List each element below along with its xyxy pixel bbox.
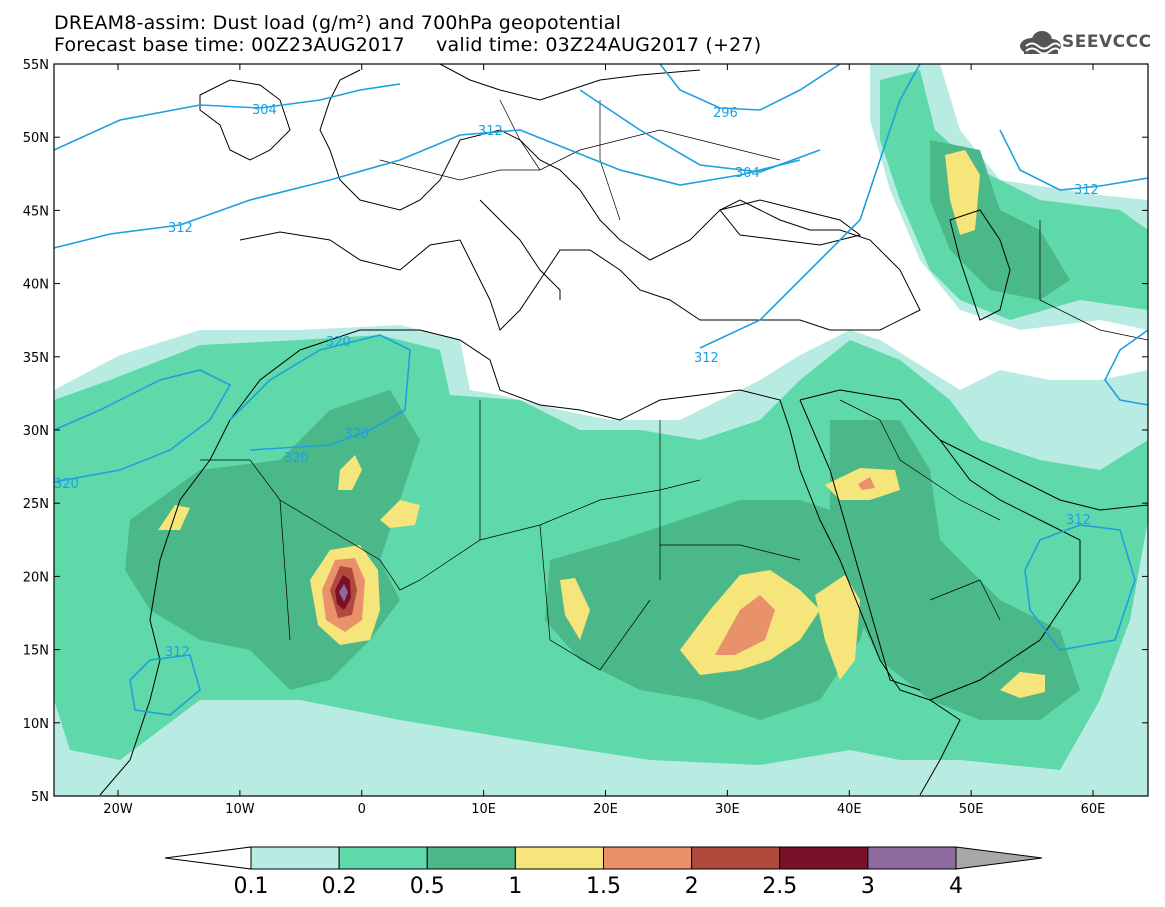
britain-coast	[199, 79, 291, 161]
lat-label: 20N	[23, 570, 49, 585]
longitude-axis: 20W 10W 0 10E 20E 30E 40E 50E 60E	[103, 64, 1105, 817]
lon-label: 60E	[1081, 802, 1106, 817]
arabia-coast	[799, 389, 1081, 701]
contour-296	[659, 64, 841, 111]
lon-label: 50E	[959, 802, 984, 817]
dust-level-3	[339, 584, 348, 602]
redsea-coast	[799, 399, 921, 691]
contour-label: 312	[165, 645, 190, 660]
contour-label: 312	[478, 124, 503, 139]
europe-coast	[239, 69, 921, 331]
lon-label: 10E	[471, 802, 496, 817]
contour-312-senegal	[129, 654, 201, 716]
border-europe-3	[599, 100, 621, 221]
contour-320-west	[54, 369, 232, 483]
border-arabia-1	[839, 399, 1001, 521]
lat-label: 15N	[23, 644, 49, 659]
contour-label: 304	[252, 103, 277, 118]
coastlines	[99, 64, 1148, 796]
blacksea-coast	[719, 199, 862, 246]
lat-label: 55N	[23, 58, 49, 73]
lat-label: 25N	[23, 497, 49, 512]
geopotential-contours	[54, 64, 1148, 716]
scandinavia-coast	[439, 64, 701, 101]
latitude-axis: 55N 50N 45N 40N 35N 30N 25N 20N 15N 10N 5N	[23, 58, 1148, 805]
contour-320-north	[229, 334, 411, 451]
country-borders	[200, 99, 1148, 671]
contour-label: 312	[1066, 513, 1091, 528]
contour-label: 320	[54, 477, 79, 492]
contour-label: 312	[168, 221, 193, 236]
gulf-coast	[939, 439, 1148, 511]
border-europe-1	[379, 129, 781, 181]
border-arabia-2	[929, 579, 1001, 621]
dust-level-1-oman	[1000, 672, 1045, 698]
contour-label: 320	[326, 335, 351, 350]
dust-level-1-chad	[560, 578, 590, 640]
contour-312-caspian	[999, 129, 1148, 191]
cloud-icon	[1020, 31, 1061, 55]
lat-label: 35N	[23, 351, 49, 366]
lon-label: 10W	[225, 802, 255, 817]
dust-level-1-kazakh	[945, 150, 980, 235]
seevccc-logo	[1020, 31, 1061, 55]
contour-label: 312	[1074, 183, 1099, 198]
dust-level-0.2-caspian	[880, 70, 1148, 320]
lon-label: 20E	[593, 802, 618, 817]
contour-312-south	[1024, 524, 1136, 651]
lat-label: 5N	[31, 790, 49, 805]
forecast-times: Forecast base time: 00Z23AUG2017 valid t…	[54, 34, 762, 56]
dust-level-1-mali	[380, 500, 420, 528]
lat-label: 30N	[23, 424, 49, 439]
contour-label: 320	[284, 451, 309, 466]
border-sahara-2	[279, 499, 291, 641]
dust-field	[54, 64, 1148, 796]
contour-304-west	[54, 83, 401, 151]
africa-coast	[99, 329, 961, 796]
contour-312-iran	[1104, 329, 1148, 406]
contour-label: 304	[735, 166, 760, 181]
lat-label: 50N	[23, 131, 49, 146]
map-title: DREAM8-assim: Dust load (g/m²) and 700hP…	[54, 12, 622, 34]
contour-label: 296	[713, 106, 738, 121]
border-central-asia	[1039, 220, 1148, 341]
border-sahara-6	[660, 544, 801, 561]
caspian-coast	[949, 209, 1011, 321]
dust-level-1-redsea	[815, 575, 860, 680]
contour-label: 320	[344, 427, 369, 442]
contour-312-west	[54, 129, 801, 249]
contour-312-east	[699, 64, 921, 349]
lat-label: 45N	[23, 204, 49, 219]
dust-level-1-libya	[338, 455, 362, 490]
dust-level-0.5-arabia	[830, 420, 1080, 720]
italy-coast	[479, 199, 561, 300]
dust-level-1.5-arabia	[858, 477, 875, 490]
dust-level-1.5-sudan	[715, 595, 775, 655]
border-sahara-5	[539, 524, 651, 671]
lon-label: 40E	[837, 802, 862, 817]
border-sahara-1	[200, 459, 701, 591]
contour-label: 312	[694, 351, 719, 366]
lon-label: 0	[358, 802, 366, 817]
contour-304-east	[579, 89, 821, 173]
lat-label: 40N	[23, 278, 49, 293]
lon-label: 20W	[103, 802, 133, 817]
logo-text: SEEVCCC	[1062, 32, 1152, 52]
border-europe-2	[499, 99, 541, 171]
lat-label: 10N	[23, 717, 49, 732]
contour-labels: 304 312 312 296 304 320 320 320 312 320 …	[54, 103, 1099, 660]
lon-label: 30E	[715, 802, 740, 817]
